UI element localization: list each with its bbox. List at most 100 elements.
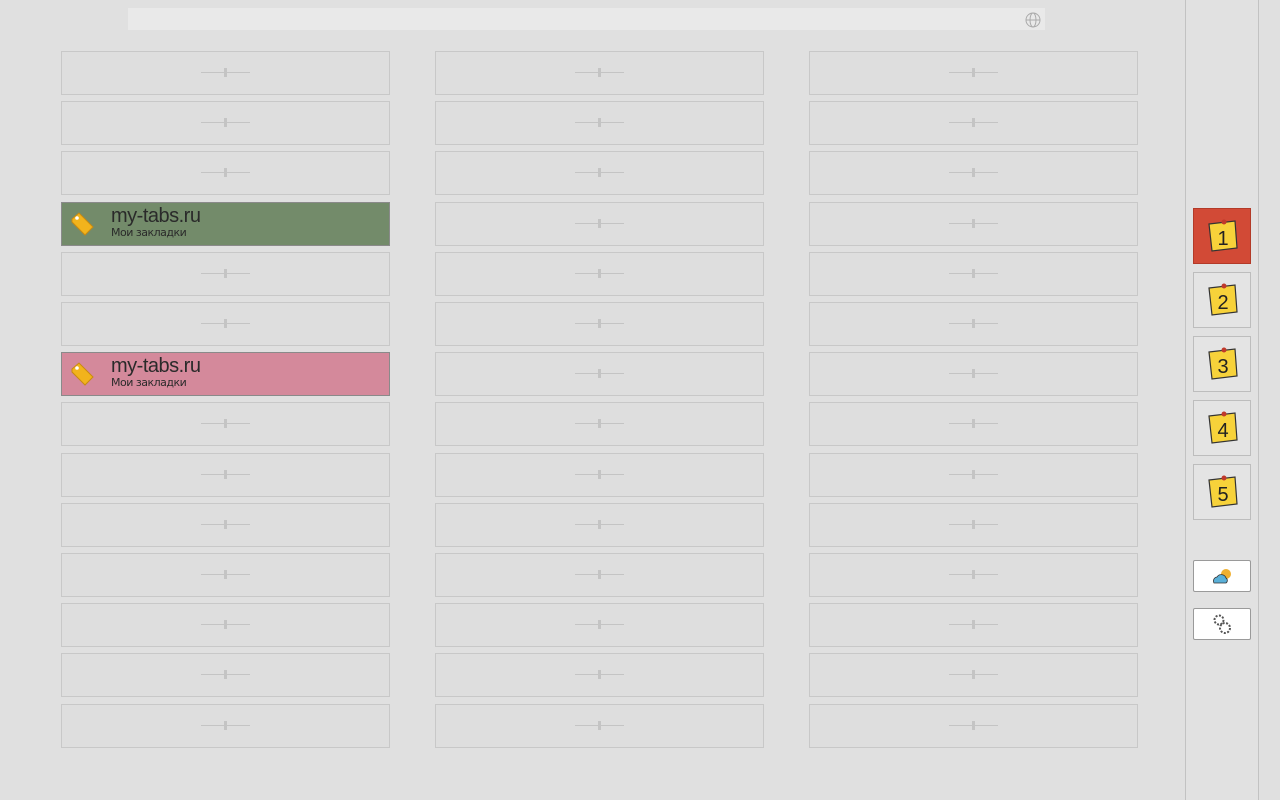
slot-placeholder [575,721,624,730]
weather-icon [1213,569,1231,584]
slot-placeholder [949,620,998,629]
slot-placeholder [575,419,624,428]
empty-slot[interactable] [809,503,1138,547]
page-tab[interactable]: 3 [1193,336,1251,392]
empty-slot[interactable] [809,302,1138,346]
empty-slot[interactable] [435,302,764,346]
bookmark-subtitle: Мои закладки [111,376,187,389]
slot-placeholder [949,68,998,77]
bookmark[interactable]: my-tabs.ru Мои закладки [61,202,390,246]
empty-slot[interactable] [435,603,764,647]
empty-slot[interactable] [61,151,390,195]
slot-placeholder [949,219,998,228]
empty-slot[interactable] [809,252,1138,296]
settings-icon [1213,614,1231,634]
page-number: 3 [1217,356,1228,378]
slot-placeholder [201,168,250,177]
empty-slot[interactable] [61,402,390,446]
tag-icon [71,212,94,236]
slot-placeholder [575,319,624,328]
slot-placeholder [201,721,250,730]
note-icon: 1 [1208,219,1238,252]
page-tab[interactable]: 1 [1193,208,1251,264]
slot-placeholder [575,620,624,629]
empty-slot[interactable] [435,151,764,195]
empty-slot[interactable] [61,453,390,497]
search-bar[interactable] [128,8,1045,30]
bookmark-subtitle: Мои закладки [111,226,187,239]
page-number: 2 [1217,292,1228,314]
empty-slot[interactable] [809,603,1138,647]
slot-placeholder [949,319,998,328]
slot-placeholder [201,670,250,679]
slot-placeholder [575,68,624,77]
note-icon: 5 [1208,475,1238,508]
page-number: 1 [1217,228,1228,250]
empty-slot[interactable] [809,101,1138,145]
slot-placeholder [201,68,250,77]
empty-slot[interactable] [809,202,1138,246]
page-tab[interactable]: 2 [1193,272,1251,328]
page-tab[interactable]: 5 [1193,464,1251,520]
slot-placeholder [575,118,624,127]
empty-slot[interactable] [61,51,390,95]
empty-slot[interactable] [435,101,764,145]
slot-placeholder [949,168,998,177]
note-icon: 3 [1208,347,1238,380]
empty-slot[interactable] [435,202,764,246]
empty-slot[interactable] [809,51,1138,95]
slot-placeholder [201,419,250,428]
empty-slot[interactable] [61,101,390,145]
slot-placeholder [201,520,250,529]
empty-slot[interactable] [435,503,764,547]
slot-placeholder [949,670,998,679]
empty-slot[interactable] [61,553,390,597]
empty-slot[interactable] [61,503,390,547]
empty-slot[interactable] [435,51,764,95]
empty-slot[interactable] [809,453,1138,497]
empty-slot[interactable] [809,402,1138,446]
empty-slot[interactable] [435,453,764,497]
slot-placeholder [575,470,624,479]
bookmark[interactable]: my-tabs.ru Мои закладки [61,352,390,396]
slot-placeholder [949,470,998,479]
slot-placeholder [949,118,998,127]
empty-slot[interactable] [61,603,390,647]
slot-placeholder [575,219,624,228]
slot-placeholder [201,319,250,328]
slot-placeholder [949,369,998,378]
tag-icon [71,362,94,386]
empty-slot[interactable] [809,352,1138,396]
empty-slot[interactable] [61,704,390,748]
slot-placeholder [575,570,624,579]
bookmark-title: my-tabs.ru [111,205,201,227]
empty-slot[interactable] [435,402,764,446]
empty-slot[interactable] [435,252,764,296]
slot-placeholder [949,721,998,730]
slot-placeholder [201,470,250,479]
empty-slot[interactable] [809,704,1138,748]
page-tab[interactable]: 4 [1193,400,1251,456]
note-icon: 2 [1208,283,1238,316]
empty-slot[interactable] [61,252,390,296]
bookmark-title: my-tabs.ru [111,355,201,377]
slot-placeholder [575,520,624,529]
slot-placeholder [949,419,998,428]
slot-placeholder [201,269,250,278]
empty-slot[interactable] [435,704,764,748]
empty-slot[interactable] [435,352,764,396]
slot-placeholder [575,269,624,278]
empty-slot[interactable] [809,653,1138,697]
settings-button[interactable] [1193,608,1251,640]
slot-placeholder [575,168,624,177]
empty-slot[interactable] [809,553,1138,597]
slot-placeholder [949,570,998,579]
empty-slot[interactable] [61,653,390,697]
empty-slot[interactable] [809,151,1138,195]
page-number: 5 [1217,484,1228,506]
empty-slot[interactable] [435,653,764,697]
slot-placeholder [949,269,998,278]
empty-slot[interactable] [435,553,764,597]
weather-button[interactable] [1193,560,1251,592]
empty-slot[interactable] [61,302,390,346]
